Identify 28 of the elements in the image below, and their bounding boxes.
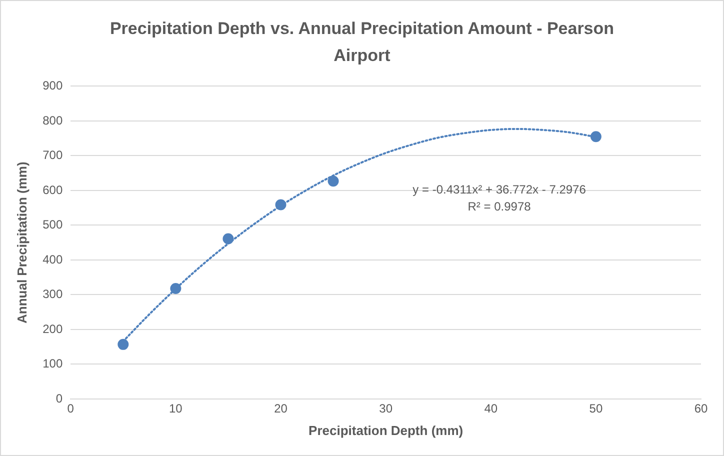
y-tick-label: 700 <box>42 148 63 162</box>
y-axis-title: Annual Precipitation (mm) <box>14 162 30 324</box>
point <box>275 199 286 210</box>
x-tick-label: 0 <box>67 402 74 416</box>
annotation: y = -0.4311x² + 36.772x - 7.2976 <box>412 182 586 197</box>
point <box>328 176 339 187</box>
x-tick-label: 60 <box>694 402 708 416</box>
y-tick-label: 400 <box>42 252 63 266</box>
y-tick-label: 200 <box>42 322 63 336</box>
chart-title: Precipitation Depth vs. Annual Precipitation Amount - Pearson Airport <box>108 18 616 67</box>
annotation: R² = 0.9978 <box>468 200 532 214</box>
x-tick-label: 20 <box>274 402 288 416</box>
point <box>118 338 129 350</box>
y-tick-label: 300 <box>42 287 63 302</box>
x-axis-title: Precipitation Depth (mm) <box>308 422 464 438</box>
x-tick-label: 40 <box>484 402 498 416</box>
x-tick-label: 30 <box>379 402 393 416</box>
point <box>222 233 234 244</box>
x-tick-label: 50 <box>589 402 603 416</box>
y-tick-label: 100 <box>42 356 63 371</box>
y-tick-label: 0 <box>56 391 63 406</box>
y-tick-label: 600 <box>42 182 63 197</box>
y-tick-label: 800 <box>42 113 63 128</box>
point <box>590 131 602 142</box>
y-tick-label: 900 <box>42 78 63 93</box>
x-tick-label: 10 <box>169 402 183 416</box>
y-tick-label: 500 <box>42 218 63 232</box>
point <box>170 282 182 294</box>
